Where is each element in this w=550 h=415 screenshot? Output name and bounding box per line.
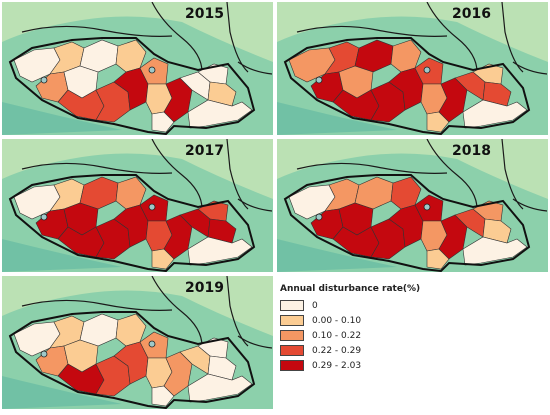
year-label: 2015 [185,6,224,22]
map-panel-2016: 2016 [277,2,548,135]
map-2017 [2,139,273,272]
highland-terrain [277,139,548,199]
river-line [501,2,524,73]
highland-terrain [2,2,273,62]
district-region [426,248,450,270]
map-2019 [2,276,273,409]
legend-label: 0.00 - 0.10 [312,315,362,326]
map-2015 [2,2,273,135]
region-outline [283,37,531,135]
district-region [207,81,237,107]
city-marker [423,66,431,74]
district-region [151,385,175,407]
river-line [226,2,249,73]
lowland-terrain [277,102,397,135]
region-outline [8,174,256,272]
legend-item: 0.29 - 2.03 [280,358,450,373]
district-region [207,355,237,381]
map-panel-2018: 2018 [277,139,548,272]
legend-swatch [280,360,304,371]
river-line [296,25,448,37]
river-line [512,198,548,212]
map-panel-2017: 2017 [2,139,273,272]
river-line [426,2,478,73]
highland-terrain [2,139,273,199]
map-2016 [277,2,548,135]
lowland-terrain [277,239,397,272]
river-line [512,61,548,75]
legend-label: 0.29 - 2.03 [312,360,362,371]
lowland-terrain [2,376,122,409]
legend-label: 0.10 - 0.22 [312,330,362,341]
legend-item: 0.22 - 0.29 [280,343,450,358]
district-region [482,218,512,244]
district-region [482,81,512,107]
year-label: 2017 [185,143,224,159]
city-marker [423,203,431,211]
river-line [151,2,203,73]
legend-item: 0.10 - 0.22 [280,328,450,343]
river-line [501,139,524,210]
district-region [151,111,175,133]
river-line [21,299,173,311]
legend-swatch [280,330,304,341]
lowland-terrain [2,239,122,272]
region-outline [8,37,256,135]
river-line [151,276,203,347]
city-marker [148,66,156,74]
legend-title: Annual disturbance rate(%) [280,284,421,294]
river-line [226,276,249,347]
map-2018 [277,139,548,272]
city-marker [148,340,156,348]
city-marker [40,213,48,221]
legend-item: 0 [280,298,450,313]
river-line [237,198,273,212]
river-line [21,162,173,174]
river-line [237,335,273,349]
region-outline [283,174,531,272]
highland-terrain [277,2,548,62]
year-label: 2018 [452,143,491,159]
river-line [226,139,249,210]
legend-label: 0.22 - 0.29 [312,345,362,356]
river-line [426,139,478,210]
district-region [151,248,175,270]
river-line [296,162,448,174]
legend-swatch [280,300,304,311]
legend-swatch [280,345,304,356]
legend-item: 0.00 - 0.10 [280,313,450,328]
lowland-terrain [2,102,122,135]
map-panel-2019: 2019 [2,276,273,409]
city-marker [148,203,156,211]
legend-swatch [280,315,304,326]
year-label: 2016 [452,6,491,22]
map-panel-2015: 2015 [2,2,273,135]
legend-label: 0 [312,300,318,311]
region-outline [8,311,256,409]
highland-terrain [2,276,273,336]
city-marker [40,76,48,84]
river-line [237,61,273,75]
legend: Annual disturbance rate(%) 0 0.00 - 0.10 0… [280,284,450,374]
city-marker [40,350,48,358]
city-marker [315,76,323,84]
river-line [21,25,173,37]
year-label: 2019 [185,280,224,296]
district-region [207,218,237,244]
district-region [426,111,450,133]
river-line [151,139,203,210]
city-marker [315,213,323,221]
